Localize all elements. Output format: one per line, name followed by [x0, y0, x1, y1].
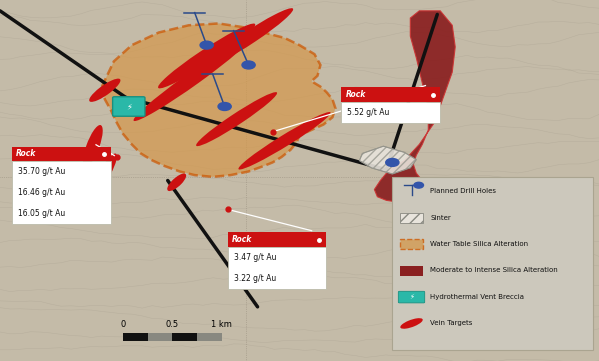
Text: Rock: Rock — [346, 90, 366, 99]
Ellipse shape — [204, 8, 293, 68]
Bar — [12, 161, 111, 224]
Bar — [228, 232, 326, 247]
Text: ⚡: ⚡ — [409, 294, 414, 300]
Text: ⚡: ⚡ — [126, 102, 132, 111]
Text: 0.5: 0.5 — [166, 320, 179, 329]
Circle shape — [386, 158, 399, 166]
Ellipse shape — [89, 79, 120, 102]
Text: 3.47 g/t Au: 3.47 g/t Au — [234, 253, 276, 262]
Bar — [400, 239, 423, 249]
Text: 3.22 g/t Au: 3.22 g/t Au — [234, 274, 276, 283]
FancyBboxPatch shape — [398, 291, 425, 303]
Text: Vein Targets: Vein Targets — [430, 320, 473, 326]
Text: Rock: Rock — [16, 149, 37, 158]
FancyBboxPatch shape — [113, 97, 145, 116]
Text: Hydrothermal Vent Breccia: Hydrothermal Vent Breccia — [430, 293, 524, 300]
Circle shape — [218, 103, 231, 110]
Bar — [173, 333, 197, 341]
Ellipse shape — [83, 125, 102, 168]
Bar — [197, 333, 222, 341]
Text: Sinter: Sinter — [430, 214, 451, 221]
Circle shape — [200, 41, 213, 49]
Ellipse shape — [400, 318, 423, 329]
FancyBboxPatch shape — [392, 177, 593, 350]
Ellipse shape — [196, 92, 277, 146]
Polygon shape — [374, 11, 455, 202]
Polygon shape — [359, 146, 416, 174]
Text: 16.46 g/t Au: 16.46 g/t Au — [18, 188, 65, 197]
Bar — [400, 213, 423, 223]
Text: Planned Drill Holes: Planned Drill Holes — [430, 188, 496, 194]
Bar — [341, 87, 440, 102]
Bar — [341, 102, 440, 123]
Bar — [12, 147, 111, 161]
Bar — [228, 247, 326, 289]
Text: 16.05 g/t Au: 16.05 g/t Au — [18, 209, 65, 218]
Text: Moderate to Intense Silica Alteration: Moderate to Intense Silica Alteration — [430, 267, 558, 273]
Polygon shape — [102, 23, 335, 177]
Text: 5.52 g/t Au: 5.52 g/t Au — [347, 108, 390, 117]
Ellipse shape — [238, 112, 331, 170]
Bar — [123, 333, 147, 341]
Bar — [147, 333, 173, 341]
Text: Water Table Silica Alteration: Water Table Silica Alteration — [430, 241, 528, 247]
Text: 0: 0 — [120, 320, 125, 329]
Text: 1 km: 1 km — [211, 320, 232, 329]
Circle shape — [242, 61, 255, 69]
Text: Rock: Rock — [232, 235, 252, 244]
Ellipse shape — [158, 23, 255, 88]
Bar — [400, 266, 423, 276]
Ellipse shape — [93, 153, 117, 193]
Text: 35.70 g/t Au: 35.70 g/t Au — [18, 167, 65, 176]
Ellipse shape — [134, 38, 250, 121]
Circle shape — [414, 182, 423, 188]
Ellipse shape — [167, 174, 186, 191]
